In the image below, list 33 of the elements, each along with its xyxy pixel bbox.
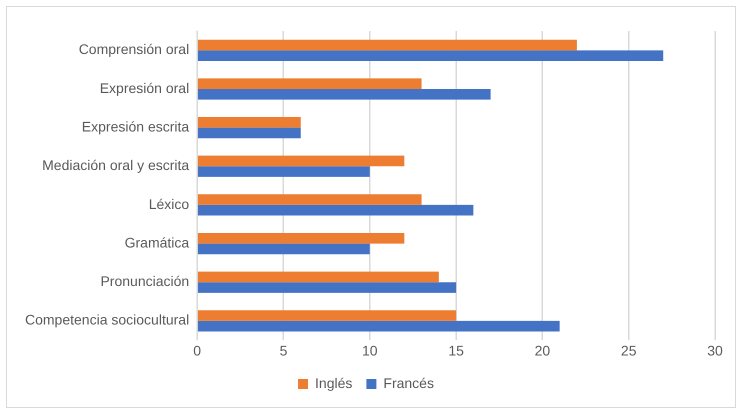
y-tick-label: Expresión escrita — [82, 118, 190, 134]
legend-label: Francés — [383, 374, 434, 391]
x-tick-label: 25 — [620, 342, 637, 358]
bar — [198, 40, 577, 50]
bar — [198, 282, 456, 293]
y-tick-label: Mediación oral y escrita — [42, 157, 190, 174]
bar — [198, 78, 422, 89]
bar — [198, 156, 404, 166]
legend-label: Inglés — [315, 374, 352, 391]
bar — [198, 232, 404, 244]
x-tick-label: 0 — [193, 342, 202, 358]
bar — [198, 166, 370, 177]
bar — [198, 244, 370, 254]
bar — [198, 128, 301, 138]
bar — [198, 50, 664, 61]
bar — [198, 88, 491, 100]
y-tick-label: Pronunciación — [100, 273, 190, 290]
x-tick-label: 15 — [448, 342, 464, 358]
bar — [198, 194, 422, 205]
bar — [198, 310, 456, 321]
bar — [198, 320, 560, 332]
x-tick-label: 5 — [280, 342, 288, 358]
y-tick-label: Léxico — [148, 196, 190, 212]
x-tick-label: 20 — [534, 342, 550, 358]
y-tick-label: Comprensión oral — [78, 41, 190, 58]
x-tick-label: 10 — [362, 342, 378, 358]
y-tick-label: Expresión oral — [100, 80, 190, 96]
x-tick-label: 30 — [707, 342, 723, 358]
y-tick-label: Gramática — [124, 234, 190, 250]
y-tick-label: Competencia sociocultural — [24, 312, 190, 328]
bar — [198, 204, 474, 216]
bar — [198, 272, 439, 282]
bar — [198, 116, 301, 128]
